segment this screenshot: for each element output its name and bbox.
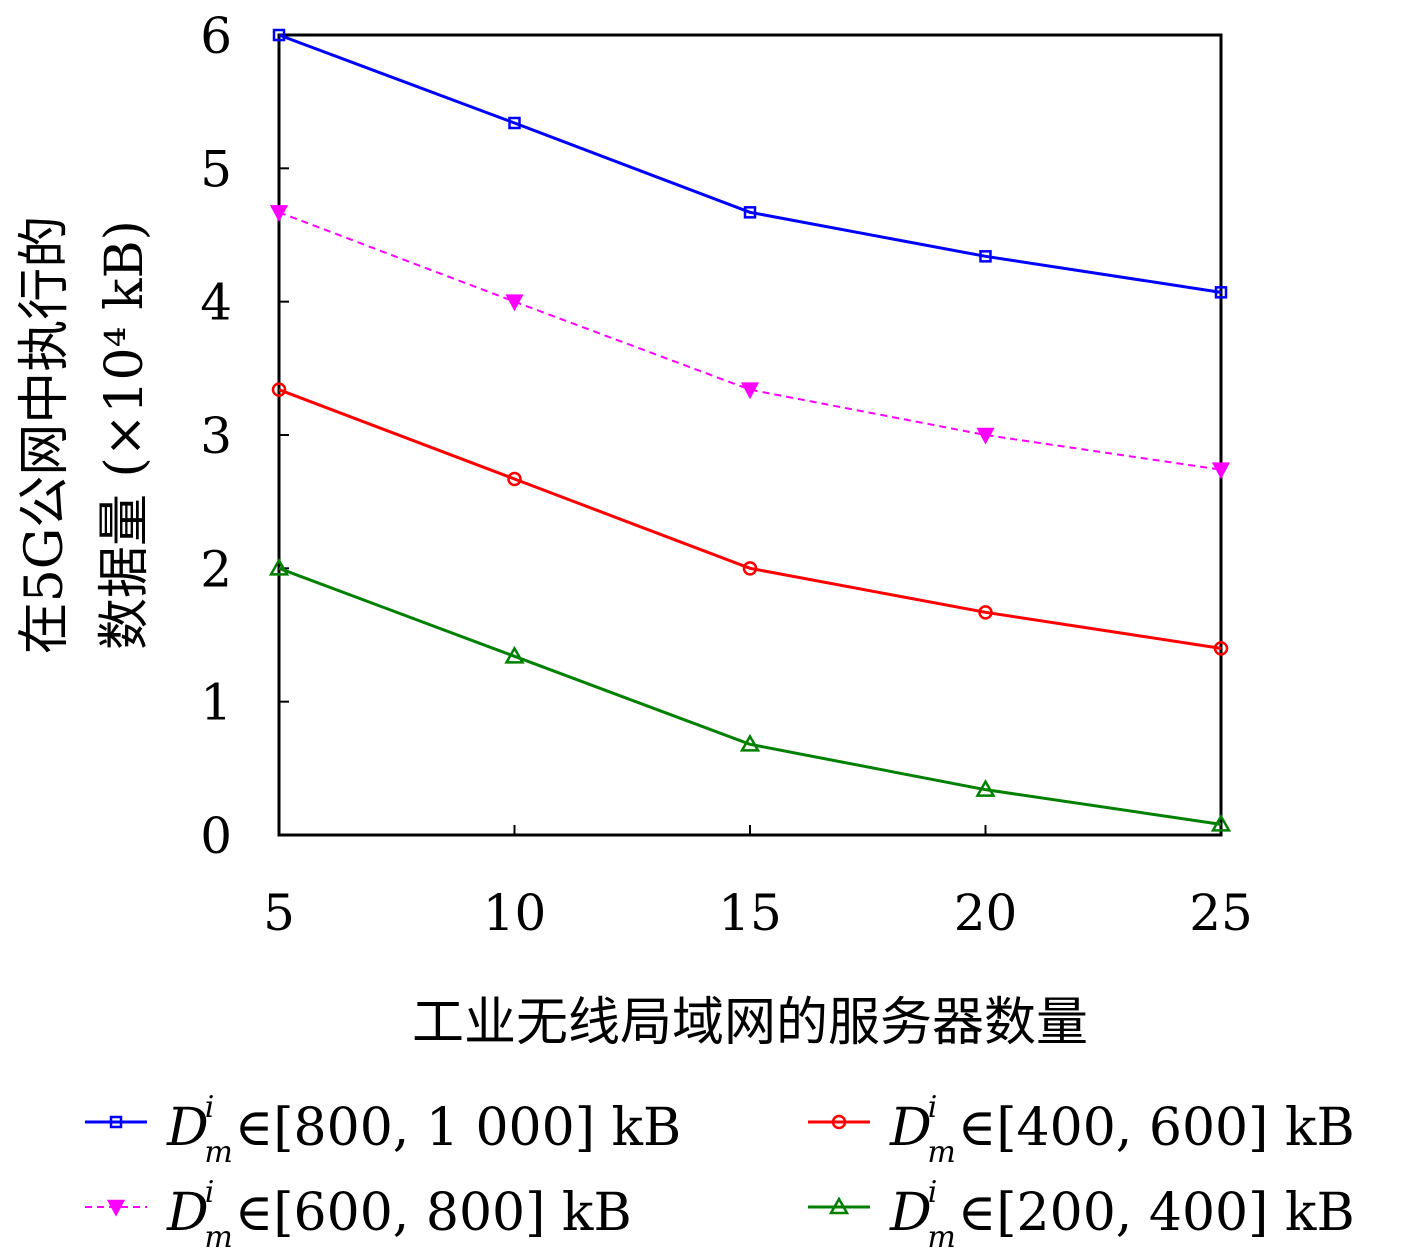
- data-point: [271, 382, 287, 397]
- legend-marker: [828, 1196, 850, 1215]
- x-tick-label: 10: [483, 884, 547, 942]
- legend-marker: [106, 1199, 126, 1217]
- series-line: [278, 33, 1222, 294]
- y-tick-label: 4: [200, 274, 232, 332]
- data-point: [743, 206, 757, 219]
- series-line: [278, 388, 1222, 650]
- y-tick-label: 0: [200, 807, 232, 865]
- series-1: [269, 205, 1231, 480]
- data-point: [508, 116, 521, 130]
- data-point: [740, 382, 760, 400]
- data-point: [976, 427, 995, 445]
- y-axis-label-line1: 在5G公网中执行的: [15, 216, 75, 655]
- legend-label: Di m∈[800, 1 000] kB: [166, 1090, 681, 1170]
- x-tick-label: 15: [718, 884, 782, 942]
- data-point: [1214, 286, 1228, 299]
- data-point: [742, 561, 758, 576]
- x-axis-label: 工业无线局域网的服务器数量: [412, 993, 1088, 1053]
- data-point: [979, 250, 992, 263]
- legend-label: Di m∈[400, 600] kB: [889, 1090, 1355, 1170]
- data-point: [507, 471, 522, 487]
- series-line: [278, 566, 1222, 826]
- legend-entry: Di m∈[200, 400] kB: [808, 1175, 1355, 1255]
- data-point: [978, 605, 993, 620]
- data-point: [739, 733, 761, 752]
- series-line: [278, 211, 1222, 471]
- y-tick-label: 2: [200, 540, 232, 598]
- data-point: [1213, 641, 1229, 656]
- legend-marker: [109, 1115, 123, 1129]
- y-tick-label: 3: [200, 407, 232, 465]
- series-0: [272, 28, 1228, 299]
- series-3: [268, 557, 1232, 832]
- y-tick-label: 6: [200, 7, 232, 65]
- legend-entry: Di m∈[800, 1 000] kB: [85, 1090, 681, 1170]
- data-point: [975, 779, 996, 797]
- legend-label: Di m∈[600, 800] kB: [166, 1175, 632, 1255]
- x-tick-label: 5: [263, 884, 295, 942]
- legend-entry: Di m∈[600, 800] kB: [85, 1175, 632, 1255]
- y-tick-label: 1: [200, 674, 232, 732]
- legend-marker: [831, 1114, 847, 1130]
- x-tick-label: 25: [1189, 884, 1253, 942]
- y-tick-label: 5: [200, 140, 232, 198]
- data-point: [505, 294, 524, 312]
- series-2: [271, 382, 1229, 656]
- plot-frame: [277, 33, 1223, 837]
- legend-entry: Di m∈[400, 600] kB: [808, 1090, 1355, 1170]
- data-point: [1211, 462, 1231, 480]
- legend-label: Di m∈[200, 400] kB: [889, 1175, 1355, 1255]
- data-point: [268, 557, 290, 576]
- data-point: [1210, 813, 1232, 832]
- data-point: [272, 28, 286, 42]
- x-tick-label: 20: [954, 884, 1018, 942]
- data-point: [504, 645, 525, 664]
- data-point: [269, 205, 289, 222]
- y-axis-label-line2: 数据量 (×10⁴ kB): [95, 220, 155, 650]
